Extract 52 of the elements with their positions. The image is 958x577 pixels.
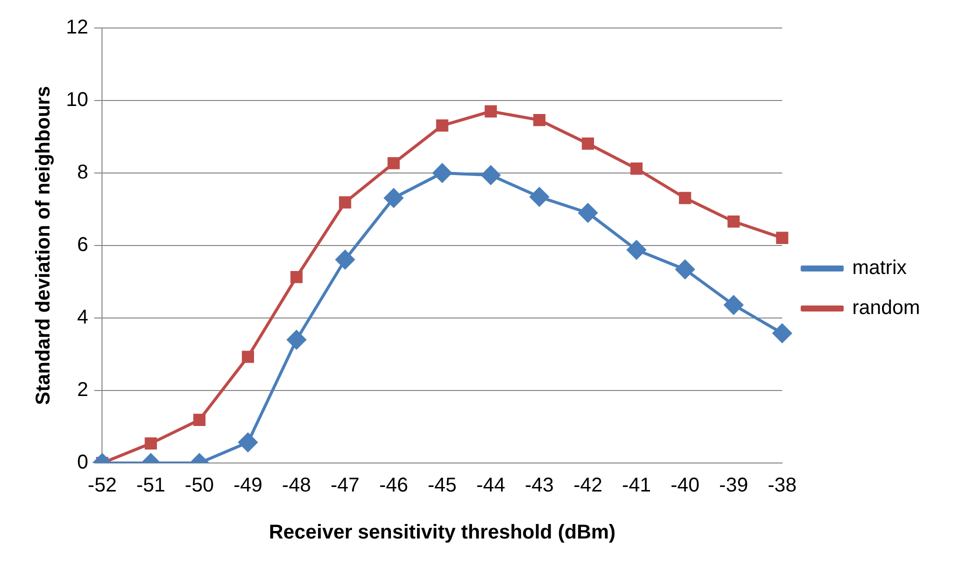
point: [432, 164, 452, 182]
point: [481, 166, 500, 185]
x-tick-label: -40: [670, 474, 700, 497]
point: [676, 260, 695, 279]
x-tick-label: -49: [233, 474, 262, 497]
point: [338, 196, 352, 208]
x-tick-label: -48: [282, 474, 311, 497]
y-tick-label: 8: [77, 162, 88, 184]
y-tick-label: 0: [77, 452, 88, 474]
point: [530, 187, 549, 206]
point: [388, 157, 400, 170]
legend-label: matrix: [852, 257, 907, 280]
x-tick-label: -38: [768, 474, 797, 497]
x-tick-label: -51: [136, 474, 166, 497]
point: [533, 114, 546, 126]
point: [144, 437, 157, 450]
point: [384, 188, 404, 208]
point: [772, 324, 792, 343]
point: [336, 250, 355, 270]
y-tick-label: 4: [77, 306, 88, 329]
point: [724, 295, 744, 314]
x-tick-label: -41: [622, 474, 651, 497]
point: [193, 414, 206, 426]
point: [582, 138, 594, 150]
y-tick-label: 2: [77, 379, 88, 402]
point: [578, 203, 598, 222]
x-tick-label: -45: [428, 474, 457, 497]
x-tick-label: -43: [524, 474, 554, 497]
x-tick-label: -42: [573, 474, 602, 497]
point: [678, 192, 692, 204]
y-tick-label: 6: [77, 234, 88, 256]
point: [436, 119, 448, 132]
point: [290, 270, 303, 284]
x-axis-title: Receiver sensitivity threshold (dBm): [268, 522, 616, 544]
point: [626, 240, 646, 260]
y-tick-label: 10: [66, 89, 88, 112]
y-axis-title: Standard deviation of neighbours: [32, 86, 55, 405]
x-tick-label: -50: [184, 474, 214, 497]
x-tick-label: -44: [476, 474, 506, 497]
legend-label: random: [852, 297, 920, 320]
point: [776, 232, 788, 244]
point: [484, 105, 497, 118]
y-tick-label: 12: [66, 16, 88, 39]
point: [728, 215, 740, 228]
x-tick-label: -46: [379, 474, 408, 497]
point: [242, 350, 254, 363]
x-tick-label: -39: [719, 474, 748, 497]
point: [630, 162, 643, 175]
point: [287, 330, 306, 350]
x-tick-label: -47: [330, 474, 360, 497]
x-tick-label: -52: [88, 474, 117, 497]
point: [238, 432, 258, 452]
